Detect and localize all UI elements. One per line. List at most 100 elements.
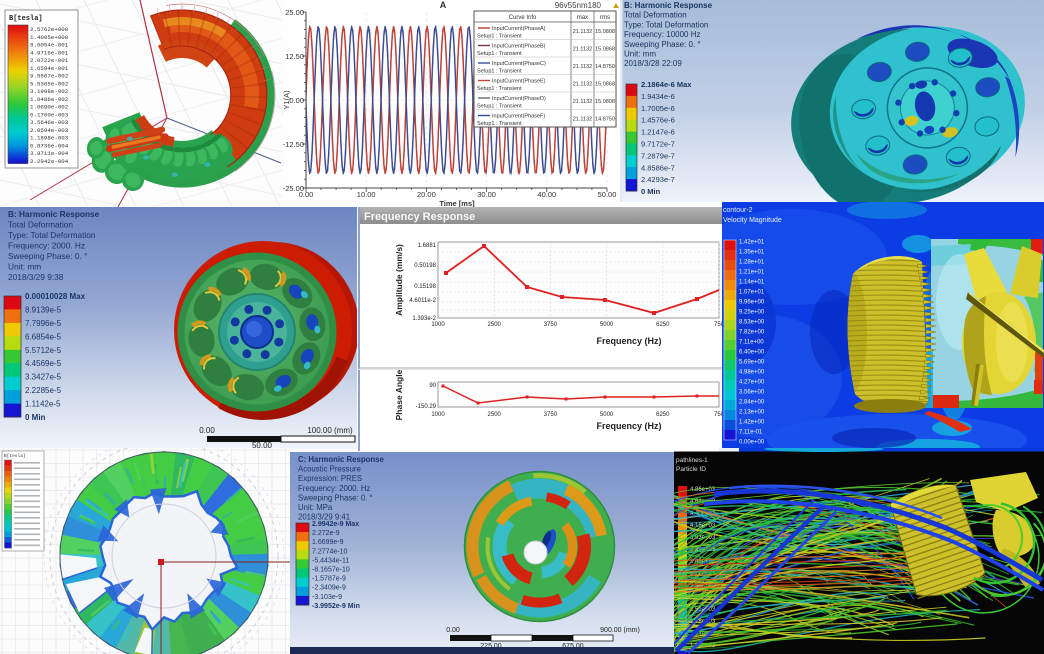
svg-text:15.0808: 15.0808 [595,29,615,35]
svg-text:-8.1657e-10: -8.1657e-10 [312,567,350,574]
svg-text:1.42e+00: 1.42e+00 [739,420,765,426]
svg-text:Acoustic Pressure: Acoustic Pressure [298,465,361,474]
svg-text:rms: rms [600,15,610,21]
svg-text:-3.103e-9: -3.103e-9 [312,594,342,601]
svg-text:8.6054e-001: 8.6054e-001 [30,42,69,49]
svg-text:9.96e+00: 9.96e+00 [739,300,765,306]
svg-text:Frequency Response: Frequency Response [364,211,475,223]
svg-text:2500: 2500 [488,412,502,418]
svg-text:1.393e-2: 1.393e-2 [412,316,436,322]
svg-text:0.50198: 0.50198 [414,263,436,269]
svg-text:Unit: mm: Unit: mm [624,50,656,59]
svg-text:1.35e+01: 1.35e+01 [739,250,765,256]
svg-text:15.0868: 15.0868 [595,82,615,88]
svg-text:1.0690e-002: 1.0690e-002 [30,104,69,111]
svg-text:3.56e+00: 3.56e+00 [739,390,765,396]
svg-text:Phase Angle: Phase Angle [394,369,404,420]
svg-text:21.1132: 21.1132 [573,29,592,35]
svg-text:Curve Info: Curve Info [509,15,537,21]
svg-text:Expression: PRES: Expression: PRES [298,474,362,483]
svg-text:6250: 6250 [656,322,670,328]
svg-text:-150.29: -150.29 [416,404,437,410]
svg-text:C: Harmonic Response: C: Harmonic Response [298,455,384,464]
svg-text:4.9716e-001: 4.9716e-001 [30,49,69,56]
svg-text:-12.50: -12.50 [283,140,304,149]
svg-text:2.0722e-001: 2.0722e-001 [30,57,69,64]
svg-text:Setup1 : Transient: Setup1 : Transient [477,69,522,75]
svg-text:Time [ms]: Time [ms] [439,199,475,207]
svg-text:-2.3409e-9: -2.3409e-9 [312,585,346,592]
svg-text:0.00010028 Max: 0.00010028 Max [25,292,86,301]
svg-text:14.8750: 14.8750 [595,117,615,123]
svg-text:3.9711e-004: 3.9711e-004 [30,150,69,157]
svg-text:5.5712e-5: 5.5712e-5 [25,346,62,355]
svg-text:3.69e+03: 3.69e+03 [690,547,716,553]
svg-text:Frequency: 2000. Hz: Frequency: 2000. Hz [8,241,85,251]
svg-text:Frequency: 10000 Hz: Frequency: 10000 Hz [624,30,701,39]
svg-text:2.4293e-7: 2.4293e-7 [641,175,675,184]
svg-text:2.13e+00: 2.13e+00 [739,410,765,416]
svg-text:50.00: 50.00 [598,190,617,199]
svg-text:10.00: 10.00 [357,190,376,199]
svg-text:-3.9952e-9 Min: -3.9952e-9 Min [312,603,360,610]
svg-text:Frequency (Hz): Frequency (Hz) [596,336,661,346]
svg-text:9.7172e-7: 9.7172e-7 [641,140,675,149]
svg-text:Y1(A): Y1(A) [283,90,291,110]
svg-text:Unit: mm: Unit: mm [8,262,41,272]
svg-text:2.99e+03: 2.99e+03 [690,583,716,589]
svg-text:3750: 3750 [544,412,558,418]
svg-text:Setup1 : Transient: Setup1 : Transient [477,104,522,110]
svg-text:1.1142e-5: 1.1142e-5 [25,400,61,409]
svg-text:6.40e+00: 6.40e+00 [739,350,765,356]
svg-text:Particle ID: Particle ID [676,466,706,473]
svg-text:2.272e-9: 2.272e-9 [312,530,340,537]
svg-text:Sweeping Phase: 0. °: Sweeping Phase: 0. ° [624,40,701,49]
svg-text:B[tesla]: B[tesla] [4,453,26,459]
svg-text:3.3427e-5: 3.3427e-5 [25,373,62,382]
svg-text:Setup1 : Transient: Setup1 : Transient [477,51,522,57]
svg-text:4.98e+00: 4.98e+00 [739,370,765,376]
svg-text:1.6699e-9: 1.6699e-9 [312,539,344,546]
svg-text:1.1898e-003: 1.1898e-003 [30,135,69,142]
svg-text:1.9434e-6: 1.9434e-6 [641,92,675,101]
svg-text:-5.4434e-11: -5.4434e-11 [312,557,349,564]
svg-text:Frequency (Hz): Frequency (Hz) [596,421,661,431]
svg-text:0.00: 0.00 [289,96,304,105]
svg-text:2.2285e-5: 2.2285e-5 [25,386,62,395]
svg-text:5000: 5000 [600,412,614,418]
svg-text:1.6594e-001: 1.6594e-001 [30,65,69,72]
svg-text:15.0808: 15.0808 [595,99,615,105]
svg-text:0.00: 0.00 [299,190,314,199]
svg-text:21.1132: 21.1132 [573,47,592,53]
svg-text:1.6881: 1.6881 [418,243,437,249]
svg-text:14.8750: 14.8750 [595,64,615,70]
svg-text:1.28e+01: 1.28e+01 [739,260,765,266]
svg-text:Setup1 : Transient: Setup1 : Transient [477,86,522,92]
svg-text:7.2879e-7: 7.2879e-7 [641,151,675,160]
svg-text:4.6011e-2: 4.6011e-2 [409,298,436,304]
svg-text:3750: 3750 [544,322,558,328]
svg-text:50.00: 50.00 [252,441,273,450]
svg-text:2.84e+00: 2.84e+00 [739,400,765,406]
svg-text:4.8586e-7: 4.8586e-7 [641,163,675,172]
svg-text:1.0486e-002: 1.0486e-002 [30,96,69,103]
svg-text:2018/3/29 9:38: 2018/3/29 9:38 [8,272,64,282]
svg-text:3.5646e-003: 3.5646e-003 [30,119,69,126]
svg-text:5000: 5000 [600,322,614,328]
svg-text:1.21e+01: 1.21e+01 [739,270,765,276]
svg-text:0.15198: 0.15198 [414,284,436,290]
svg-text:2.5762e+000: 2.5762e+000 [30,26,69,33]
svg-text:Sweeping Phase: 0. °: Sweeping Phase: 0. ° [8,251,87,261]
svg-text:2018/3/29 9:41: 2018/3/29 9:41 [298,513,350,522]
svg-text:9.5567e-002: 9.5567e-002 [30,73,69,80]
svg-text:1.07e+01: 1.07e+01 [739,290,765,296]
svg-text:A: A [440,0,447,10]
svg-text:Setup1 : Transient: Setup1 : Transient [477,34,522,40]
svg-text:900.00 (mm): 900.00 (mm) [600,627,640,634]
svg-text:2.0594e-003: 2.0594e-003 [30,127,69,134]
svg-text:0.00: 0.00 [446,627,460,634]
svg-text:15.0868: 15.0868 [595,47,615,53]
svg-text:Total Deformation: Total Deformation [624,11,687,20]
svg-text:Sweeping Phase: 0. °: Sweeping Phase: 0. ° [298,493,373,502]
svg-text:1.42e+01: 1.42e+01 [739,240,765,246]
